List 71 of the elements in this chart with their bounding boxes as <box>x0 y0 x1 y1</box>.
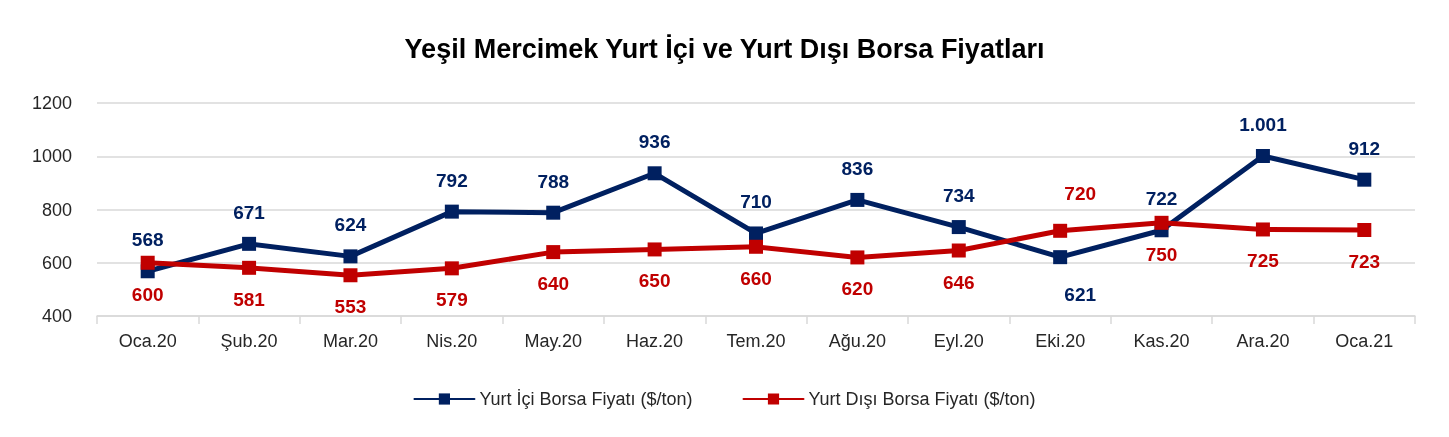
legend-label: Yurt İçi Borsa Fiyatı ($/ton) <box>479 389 693 409</box>
data-label: 620 <box>841 278 874 300</box>
y-tick-label: 600 <box>41 252 72 273</box>
x-tick-label: Haz.20 <box>626 331 684 351</box>
y-tick-label: 1000 <box>31 146 72 167</box>
point <box>1154 215 1169 230</box>
point <box>1357 172 1372 187</box>
data-label: 621 <box>1064 284 1097 306</box>
x-tick-label: Şub.20 <box>220 331 278 351</box>
point <box>1053 250 1068 265</box>
point <box>1357 223 1372 237</box>
point <box>343 268 358 283</box>
x-tick-label: Tem.20 <box>726 331 786 351</box>
x-tick-label: Oca.21 <box>1335 331 1394 351</box>
data-label: 646 <box>942 271 975 293</box>
data-label: 792 <box>435 169 468 191</box>
data-label: 1.001 <box>1239 113 1288 135</box>
data-label: 671 <box>233 201 266 223</box>
data-label: 722 <box>1145 188 1178 210</box>
point <box>951 243 966 258</box>
point <box>850 250 865 265</box>
point <box>242 236 257 251</box>
data-label: 568 <box>131 229 164 251</box>
point <box>1053 223 1068 238</box>
point <box>546 245 561 260</box>
point <box>749 239 763 254</box>
point <box>242 260 257 275</box>
x-tick-label: Mar.20 <box>322 331 378 351</box>
data-label: 600 <box>131 283 164 305</box>
data-label: 725 <box>1247 250 1280 272</box>
point <box>140 255 155 270</box>
point <box>647 166 662 181</box>
x-tick-label: Ağu.20 <box>828 331 886 351</box>
point <box>1255 148 1270 163</box>
point <box>951 220 966 235</box>
point <box>444 261 459 276</box>
data-label: 640 <box>537 273 570 295</box>
y-tick-label: 400 <box>41 306 72 326</box>
data-label: 734 <box>942 185 976 207</box>
x-tick-label: May.20 <box>524 331 583 351</box>
legend-label: Yurt Dışı Borsa Fiyatı ($/ton) <box>808 389 1036 409</box>
point <box>444 204 459 219</box>
y-tick-label: 800 <box>41 199 72 220</box>
point <box>749 226 763 241</box>
point <box>343 249 358 264</box>
x-tick-label: Nis.20 <box>426 331 478 351</box>
x-tick-label: Kas.20 <box>1133 331 1190 351</box>
data-label: 788 <box>537 170 570 192</box>
chart-title: Yeşil Mercimek Yurt İçi ve Yurt Dışı Borsa Fiyatları <box>404 33 1045 64</box>
data-label: 912 <box>1348 137 1381 159</box>
data-label: 723 <box>1348 251 1381 272</box>
point <box>1255 222 1270 237</box>
data-label: 660 <box>740 267 772 289</box>
data-label: 836 <box>841 157 874 179</box>
data-label: 710 <box>740 191 772 213</box>
x-tick-label: Eki.20 <box>1035 331 1086 351</box>
data-label: 579 <box>435 289 468 311</box>
x-tick-label: Oca.20 <box>118 331 177 351</box>
x-tick-label: Ara.20 <box>1236 331 1290 351</box>
data-label: 936 <box>638 131 671 153</box>
data-label: 650 <box>638 270 671 292</box>
data-label: 750 <box>1145 243 1178 265</box>
point <box>647 242 662 257</box>
data-label: 581 <box>233 288 266 310</box>
y-tick-label: 1200 <box>31 93 72 113</box>
data-label: 624 <box>334 214 367 236</box>
data-label: 553 <box>334 296 367 318</box>
data-label: 720 <box>1064 182 1097 204</box>
point <box>546 205 561 220</box>
point <box>850 192 865 207</box>
x-tick-label: Eyl.20 <box>933 331 984 351</box>
